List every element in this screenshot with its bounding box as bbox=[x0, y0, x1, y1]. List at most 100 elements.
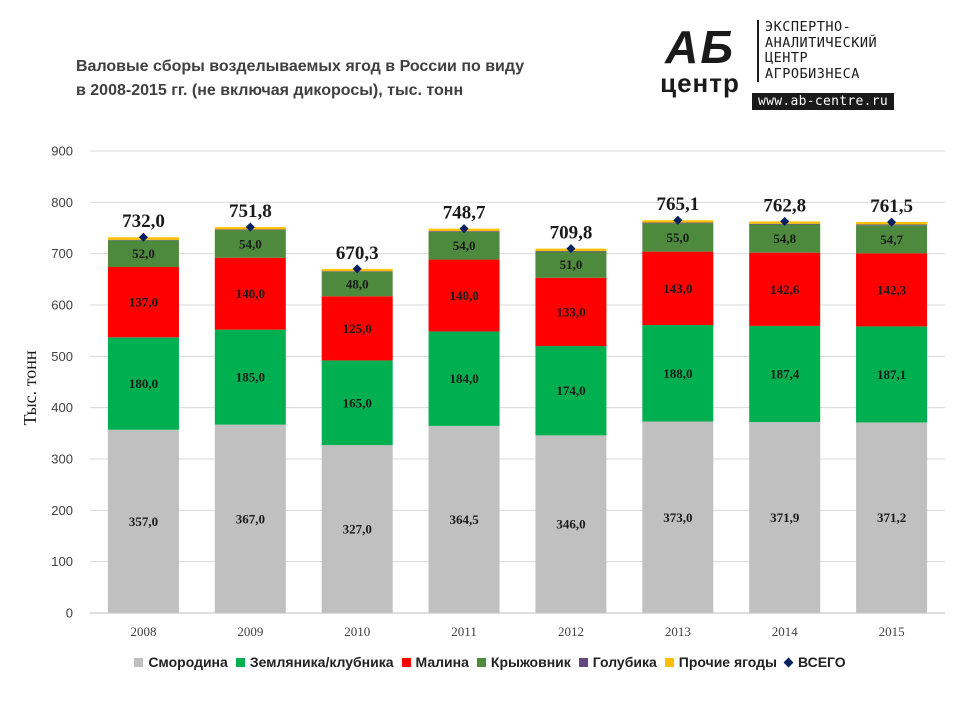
bar-segment bbox=[107, 337, 179, 430]
legend-swatch bbox=[783, 657, 794, 667]
legend-label: Малина bbox=[415, 654, 469, 670]
legend-item: Малина bbox=[401, 654, 469, 670]
x-tick-label: 2012 bbox=[558, 624, 584, 639]
legend-label: Земляника/клубника bbox=[249, 654, 394, 670]
bar-segment bbox=[856, 225, 928, 254]
bar-segment bbox=[535, 251, 607, 278]
legend-swatch bbox=[401, 657, 411, 667]
x-tick-label: 2014 bbox=[772, 624, 799, 639]
total-value-label: 670,3 bbox=[336, 243, 379, 264]
y-tick-label: 800 bbox=[51, 195, 73, 210]
bar-segment bbox=[428, 425, 500, 613]
segment-value-label: 174,0 bbox=[556, 383, 585, 398]
logo-mark: АБ центр bbox=[652, 24, 748, 96]
bar-segment bbox=[107, 429, 179, 613]
total-value-label: 765,1 bbox=[656, 194, 699, 215]
total-marker bbox=[245, 222, 255, 232]
chart-legend: Смородина Земляника/клубника Малина Крыжовн… bbox=[40, 654, 940, 670]
bar-segment bbox=[856, 422, 928, 613]
logo-mark-ab: АБ bbox=[665, 21, 735, 73]
y-tick-label: 200 bbox=[51, 503, 73, 518]
total-value-label: 761,5 bbox=[870, 196, 913, 217]
bar-segment bbox=[321, 296, 393, 361]
bar-segment bbox=[214, 329, 286, 425]
legend-item: Прочие ягоды bbox=[664, 654, 778, 670]
bar-segment bbox=[107, 240, 179, 268]
legend-item: Смородина bbox=[134, 654, 228, 670]
bar-segment bbox=[642, 223, 714, 252]
total-value-label: 762,8 bbox=[763, 195, 806, 216]
segment-value-label: 327,0 bbox=[343, 522, 372, 537]
y-tick-label: 700 bbox=[51, 246, 73, 261]
segment-value-label: 187,1 bbox=[877, 367, 906, 382]
y-tick-label: 100 bbox=[51, 554, 73, 569]
logo-text-line: ЭКСПЕРТНО- bbox=[765, 19, 852, 35]
segment-value-label: 364,5 bbox=[449, 512, 479, 527]
bar-segment bbox=[107, 267, 179, 338]
segment-value-label: 140,0 bbox=[236, 286, 265, 301]
bar-segment bbox=[642, 325, 714, 422]
segment-value-label: 184,0 bbox=[449, 371, 478, 386]
segment-value-label: 373,0 bbox=[663, 510, 692, 525]
bar-segment bbox=[428, 259, 500, 332]
legend-swatch bbox=[235, 657, 245, 667]
stacked-bar-chart: 0 100 200 300 400 500 600 700 800 900 357,0 180,0 1… bbox=[20, 144, 945, 639]
x-tick-label: 2015 bbox=[879, 624, 905, 639]
segment-value-label: 357,0 bbox=[129, 514, 158, 529]
logo-text-line: АГРОБИЗНЕСА bbox=[765, 65, 860, 82]
segment-value-label: 125,0 bbox=[343, 321, 372, 336]
segment-value-label: 142,6 bbox=[770, 282, 800, 297]
segment-value-label: 371,9 bbox=[770, 510, 800, 525]
x-tick-label: 2009 bbox=[237, 624, 263, 639]
y-tick-label: 400 bbox=[51, 400, 73, 415]
bar-segment bbox=[642, 251, 714, 326]
logo-text: ЭКСПЕРТНО- АНАЛИТИЧЕСКИЙ ЦЕНТР АГРОБИЗНЕ… bbox=[757, 19, 877, 82]
chart-bars bbox=[107, 220, 928, 613]
legend-swatch bbox=[664, 657, 674, 667]
y-tick-label: 500 bbox=[51, 349, 73, 364]
legend-label: Смородина bbox=[148, 654, 228, 670]
segment-value-label: 346,0 bbox=[556, 517, 585, 532]
segment-value-label: 140,0 bbox=[449, 288, 478, 303]
segment-value-label: 54,0 bbox=[453, 238, 476, 253]
legend-label: Прочие ягоды bbox=[678, 654, 778, 670]
segment-value-label: 137,0 bbox=[129, 295, 158, 310]
segment-value-label: 54,0 bbox=[239, 236, 262, 251]
bar-segment bbox=[214, 230, 286, 258]
segment-value-label: 133,0 bbox=[556, 304, 585, 319]
segment-value-label: 142,3 bbox=[877, 282, 907, 297]
legend-swatch bbox=[476, 657, 486, 667]
bar-segment bbox=[214, 424, 286, 613]
legend-swatch bbox=[578, 657, 588, 667]
x-tick-label: 2011 bbox=[451, 624, 477, 639]
bar-segment bbox=[749, 252, 821, 326]
logo-mark-centre: центр bbox=[660, 68, 740, 98]
total-value-label: 748,7 bbox=[443, 203, 486, 224]
bar-segment bbox=[535, 346, 607, 436]
bar-segment bbox=[749, 325, 821, 423]
bar-segment bbox=[856, 253, 928, 327]
y-axis-label: Тыс. тонн bbox=[20, 350, 40, 425]
bar-segment bbox=[856, 326, 928, 423]
legend-item: ВСЕГО bbox=[783, 654, 846, 670]
segment-value-label: 54,8 bbox=[773, 231, 796, 246]
chart-labels: 357,0 180,0 137,0 52,0 732,0 2008 367,0 185,0 14… bbox=[122, 194, 913, 639]
total-value-label: 732,0 bbox=[122, 211, 165, 232]
legend-item: Голубика bbox=[578, 654, 657, 670]
chart-title: Валовые сборы возделываемых ягод в Росси… bbox=[76, 55, 524, 103]
segment-value-label: 188,0 bbox=[663, 366, 692, 381]
bar-segment bbox=[749, 224, 821, 253]
bar-segment bbox=[214, 257, 286, 330]
segment-value-label: 48,0 bbox=[346, 276, 369, 291]
legend-label: ВСЕГО bbox=[798, 654, 846, 670]
ab-centre-logo: АБ центр ЭКСПЕРТНО- АНАЛИТИЧЕСКИЙ ЦЕНТР … bbox=[652, 19, 922, 115]
bar-segment bbox=[321, 445, 393, 613]
segment-value-label: 187,4 bbox=[770, 366, 800, 381]
bar-segment bbox=[642, 421, 714, 613]
segment-value-label: 51,0 bbox=[560, 257, 583, 272]
legend-label: Голубика bbox=[592, 654, 657, 670]
segment-value-label: 371,2 bbox=[877, 510, 906, 525]
bar-segment bbox=[428, 231, 500, 260]
bar-segment bbox=[321, 271, 393, 297]
segment-value-label: 143,0 bbox=[663, 281, 692, 296]
